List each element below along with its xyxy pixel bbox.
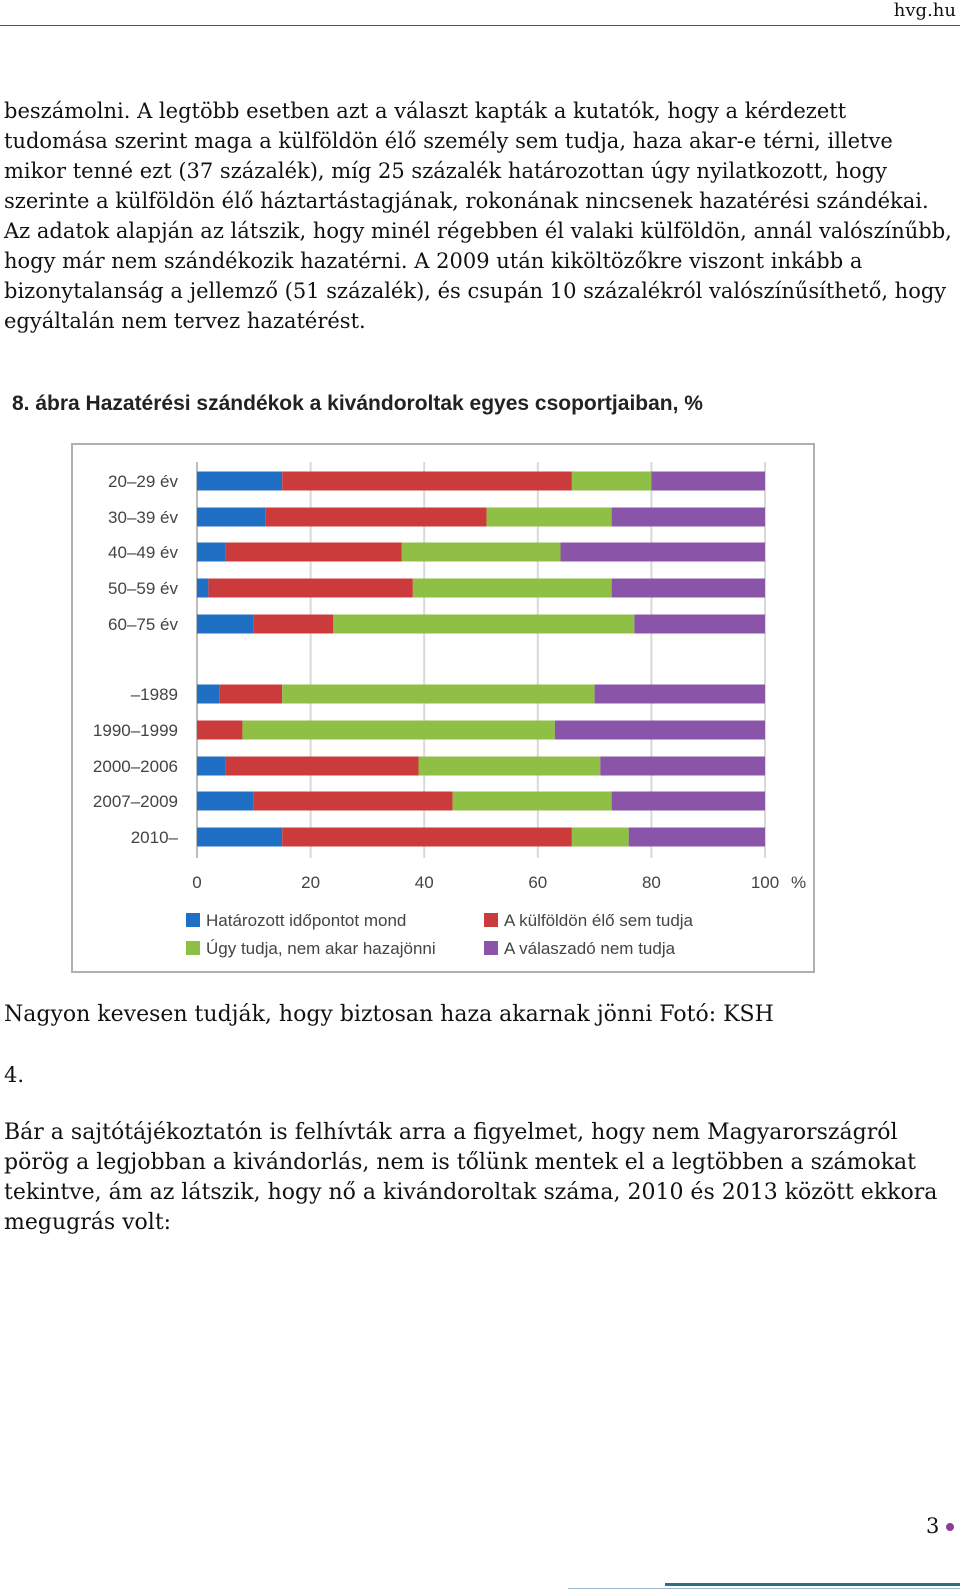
bar-segment: [611, 791, 765, 811]
legend-swatch: [186, 913, 200, 927]
legend-swatch: [484, 913, 498, 927]
chart-title: 8. ábra Hazatérési szándékok a kivándoro…: [12, 392, 703, 415]
stacked-bar-chart: 0 20 40 60 80 100 % 20–29 év 30–39 év 40–49 év 50–…: [71, 443, 815, 973]
bar-segment: [197, 542, 226, 562]
bar-segment: [197, 791, 254, 811]
bar-segment: [412, 578, 612, 598]
article-paragraph: Bár a sajtótájékoztatón is felhívták arr…: [4, 1120, 938, 1235]
bar-segment: [197, 471, 283, 491]
x-tick-label: 60: [528, 873, 547, 892]
bar-segment: [197, 614, 254, 634]
bar-segment: [560, 542, 765, 562]
legend-label: A külföldön élő sem tudja: [504, 911, 694, 930]
category-label: 2010–: [131, 828, 179, 847]
category-label: 2000–2006: [93, 757, 178, 776]
bar-segment: [594, 684, 765, 704]
bar-segment: [628, 827, 765, 847]
legend-swatch: [484, 941, 498, 955]
bar-segment: [486, 507, 612, 527]
bar-segment: [265, 507, 487, 527]
bar-segment: [197, 827, 283, 847]
bar-segment: [242, 720, 555, 740]
x-tick-label: 80: [642, 873, 661, 892]
category-label: 2007–2009: [93, 792, 178, 811]
section-number: 4.: [4, 1063, 25, 1087]
chart-frame: [71, 443, 815, 973]
bar-segment: [571, 471, 652, 491]
category-label: 30–39 év: [108, 508, 178, 527]
x-tick-label: 0: [192, 873, 201, 892]
bar-segment: [611, 507, 765, 527]
category-label: 1990–1999: [93, 721, 178, 740]
bar-segment: [197, 684, 220, 704]
bar-segment: [197, 720, 243, 740]
x-tick-label: 20: [301, 873, 320, 892]
footer-divider: [568, 1588, 960, 1589]
bar-segment: [197, 507, 266, 527]
bar-segment: [208, 578, 413, 598]
bar-segment: [282, 471, 572, 491]
category-label: 50–59 év: [108, 579, 178, 598]
x-unit-label: %: [791, 873, 806, 892]
footer-accent-bar: [665, 1583, 960, 1586]
bar-segment: [225, 756, 419, 776]
bar-segment: [418, 756, 601, 776]
bar-segment: [452, 791, 612, 811]
bar-segment: [611, 578, 765, 598]
bar-segment: [197, 756, 226, 776]
legend-label: A válaszadó nem tudja: [504, 939, 676, 958]
bar-segment: [225, 542, 402, 562]
category-label: –1989: [131, 685, 178, 704]
legend-label: Úgy tudja, nem akar hazajönni: [206, 939, 436, 958]
category-label: 60–75 év: [108, 615, 178, 634]
page-dot-icon: [946, 1523, 954, 1531]
bar-segment: [253, 614, 334, 634]
x-tick-label: 40: [415, 873, 434, 892]
category-label: 40–49 év: [108, 543, 178, 562]
header-divider: [0, 25, 960, 26]
legend-label: Határozott időpontot mond: [206, 911, 406, 930]
bar-segment: [282, 684, 595, 704]
article-paragraph: beszámolni. A legtöbb esetben azt a vála…: [4, 99, 952, 333]
bar-segment: [401, 542, 561, 562]
bar-segment: [333, 614, 635, 634]
bar-segment: [634, 614, 765, 634]
x-tick-label: 100: [751, 873, 779, 892]
bar-segment: [600, 756, 765, 776]
bar-segment: [197, 578, 209, 598]
image-caption: Nagyon kevesen tudják, hogy biztosan haz…: [4, 1002, 774, 1027]
bar-segment: [253, 791, 453, 811]
bar-segment: [571, 827, 629, 847]
bar-segment: [282, 827, 572, 847]
bar-segment: [219, 684, 283, 704]
category-label: 20–29 év: [108, 472, 178, 491]
legend-swatch: [186, 941, 200, 955]
bar-segment: [651, 471, 765, 491]
page-number: 3: [926, 1514, 940, 1538]
site-name: hvg.hu: [893, 0, 956, 21]
bar-segment: [554, 720, 765, 740]
